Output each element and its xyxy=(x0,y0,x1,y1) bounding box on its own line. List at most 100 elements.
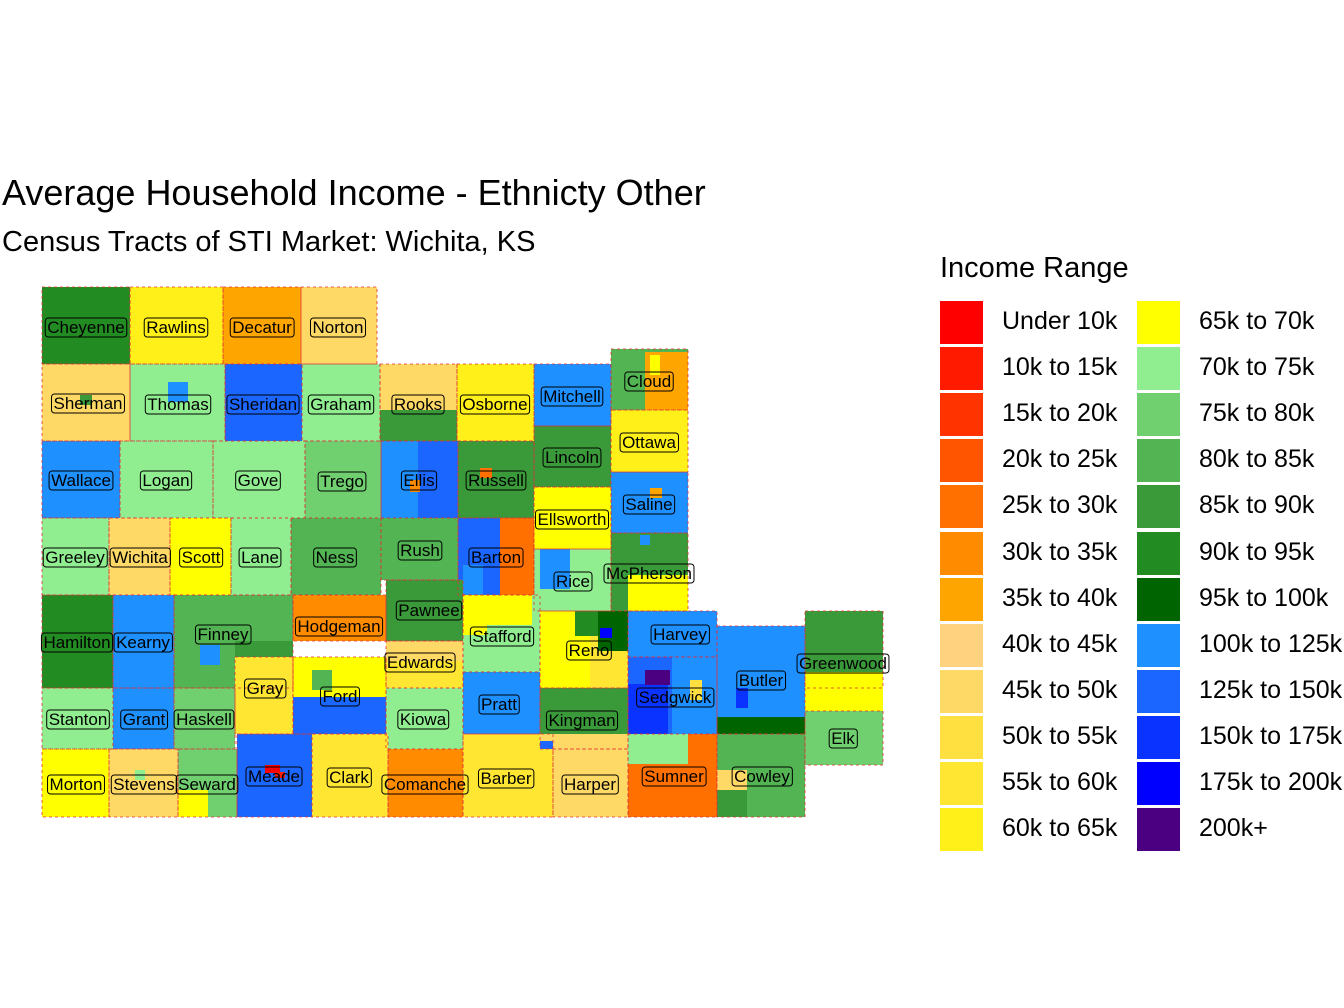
county-label-box xyxy=(459,394,531,415)
county-label-box xyxy=(731,766,793,787)
tract-patch xyxy=(650,488,662,498)
county-label: Rush xyxy=(400,541,440,560)
county-label-group: Saline xyxy=(622,494,676,515)
tract-patch xyxy=(80,395,92,405)
county-region xyxy=(534,364,611,426)
county-label-group: Gray xyxy=(244,678,287,699)
county-label: Ness xyxy=(316,548,355,567)
tract-patch xyxy=(235,641,293,657)
county-label-group: Sherman xyxy=(51,393,125,414)
county-label-group: Norton xyxy=(309,317,367,338)
county-label-box xyxy=(317,471,367,492)
county-label-box xyxy=(42,547,108,568)
county-region xyxy=(42,688,113,749)
legend-swatch xyxy=(940,623,983,667)
county-label-group: Ness xyxy=(313,547,357,568)
county-label-group: Sheridan xyxy=(226,394,300,415)
county-region xyxy=(534,426,611,487)
county-label-box xyxy=(320,686,360,707)
county-label-group: Edwards xyxy=(384,652,456,673)
county-label: Thomas xyxy=(147,395,208,414)
county-label-box xyxy=(313,547,357,568)
legend-label: 40k to 45k xyxy=(1002,629,1118,658)
county-label: Scott xyxy=(182,548,221,567)
county-label-group: Haskell xyxy=(173,709,235,730)
county-label-box xyxy=(113,632,173,653)
county-label-group: Kiowa xyxy=(397,709,450,730)
tract-patch xyxy=(628,575,688,611)
legend-label: 175k to 200k xyxy=(1199,768,1343,796)
legend-swatch xyxy=(940,531,983,575)
county-label-box xyxy=(561,774,619,795)
county-label: Barber xyxy=(480,769,531,788)
tract-patch xyxy=(410,480,420,492)
county-label-box xyxy=(384,652,456,673)
legend-label: 10k to 15k xyxy=(1002,353,1118,382)
legend-label: 90k to 95k xyxy=(1199,537,1315,566)
county-region xyxy=(463,672,540,734)
county-label-group: Trego xyxy=(317,471,367,492)
county-label: Sedgwick xyxy=(639,688,712,707)
legend-swatch xyxy=(940,669,983,713)
legend-swatch xyxy=(1137,623,1180,667)
county-label-box xyxy=(542,447,602,468)
county-label-group: Scott xyxy=(179,547,224,568)
county-label-group: Decatur xyxy=(229,317,295,338)
tract-patch xyxy=(540,549,570,589)
tract-patch xyxy=(628,684,668,734)
county-label-box xyxy=(235,470,281,491)
county-region xyxy=(237,734,312,817)
legend-label: 15k to 20k xyxy=(1002,399,1118,428)
county-border xyxy=(292,594,387,642)
tract-patch xyxy=(463,595,487,635)
county-label-group: Stevens xyxy=(110,774,178,795)
legend-swatch xyxy=(1137,715,1180,759)
county-label-box xyxy=(48,470,114,491)
county-label-box xyxy=(736,670,787,691)
county-border xyxy=(41,363,131,442)
legend-swatch xyxy=(940,808,983,852)
county-label-group: Hamilton xyxy=(40,632,114,653)
county-label: Osborne xyxy=(462,395,527,414)
county-border xyxy=(610,532,689,612)
county-label-group: Cowley xyxy=(731,766,793,787)
county-border xyxy=(539,610,629,689)
county-label-box xyxy=(307,394,375,415)
county-label: Comanche xyxy=(384,775,466,794)
county-region xyxy=(130,364,225,441)
county-label: Greeley xyxy=(45,548,105,567)
county-label: Cowley xyxy=(734,767,790,786)
legend-swatch xyxy=(940,485,983,529)
county-label-group: Pawnee xyxy=(395,600,463,621)
county-label: Logan xyxy=(142,471,189,490)
legend-label: 70k to 75k xyxy=(1199,353,1315,382)
county-label-box xyxy=(624,371,674,392)
county-border xyxy=(292,656,387,735)
county-label-group: Comanche xyxy=(381,774,469,795)
legend-label: 100k to 125k xyxy=(1199,629,1343,658)
county-label-group: Elk xyxy=(828,728,858,749)
county-border xyxy=(129,286,224,365)
county-region xyxy=(386,580,463,641)
county-region xyxy=(293,595,386,641)
county-region xyxy=(386,688,463,749)
county-border xyxy=(627,610,718,658)
county-region xyxy=(312,734,388,817)
county-label: Barton xyxy=(471,548,521,567)
county-label-group: Rooks xyxy=(391,394,445,415)
county-label-box xyxy=(245,766,303,787)
legend-label: 50k to 55k xyxy=(1002,721,1118,750)
county-label: Kingman xyxy=(548,711,615,730)
tract-patch xyxy=(600,628,612,638)
county-label-group: Ford xyxy=(320,686,360,707)
county-label-box xyxy=(553,571,593,592)
county-region xyxy=(223,287,301,364)
county-label-group: Thomas xyxy=(144,394,212,415)
tract-patch xyxy=(540,741,553,749)
county-border xyxy=(108,748,179,818)
county-label-group: Morton xyxy=(47,774,105,795)
county-label: Stafford xyxy=(472,627,531,646)
tract-patch xyxy=(717,717,805,734)
county-border xyxy=(300,286,378,365)
legend-title: Income Range xyxy=(940,252,1129,284)
